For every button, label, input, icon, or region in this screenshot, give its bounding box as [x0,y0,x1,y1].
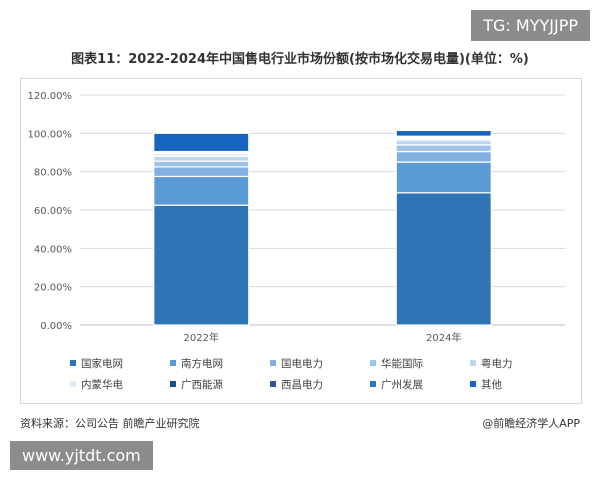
y-tick-label: 40.00% [34,244,72,255]
bar-segment [153,166,250,178]
x-tick-label: 2022年 [184,331,219,344]
legend-swatch [370,381,376,387]
bar-segment [153,175,250,206]
legend-label: 内蒙华电 [81,378,123,391]
legend-label: 国电电力 [281,357,323,370]
bar-segment [153,204,250,326]
legend-label: 广州发展 [381,378,423,391]
legend-label: 华能国际 [381,357,423,370]
legend-swatch [70,381,76,387]
y-tick-label: 120.00% [28,91,73,102]
y-tick-label: 80.00% [34,168,72,179]
watermark-bottom: www.yjtdt.com [10,441,153,470]
bar-segment [153,132,250,153]
bar-segment [395,192,492,326]
chart-title: 图表11：2022-2024年中国售电行业市场份额(按市场化交易电量)(单位：%… [71,52,529,67]
legend-swatch [270,381,276,387]
bar-segment [395,144,492,153]
legend-swatch [170,381,176,387]
legend-swatch [270,360,276,366]
legend-swatch [470,381,476,387]
legend-label: 其他 [481,378,502,391]
legend-label: 广西能源 [181,378,223,391]
bar-segment [153,155,250,162]
y-tick-label: 20.00% [34,283,72,294]
y-tick-label: 0.00% [40,321,72,332]
legend-label: 南方电网 [181,357,223,370]
legend-swatch [470,360,476,366]
y-tick-label: 60.00% [34,206,72,217]
legend-swatch [70,360,76,366]
credit-note: @前瞻经济学人APP [482,417,580,430]
x-tick-label: 2024年 [426,331,461,344]
source-note: 资料来源：公司公告 前瞻产业研究院 [20,417,200,430]
legend-label: 西昌电力 [281,378,323,391]
watermark-top: TG: MYYJJPP [471,10,590,41]
legend-swatch [170,360,176,366]
legend-label: 粤电力 [481,357,513,370]
legend-label: 国家电网 [81,357,123,370]
legend-swatch [370,360,376,366]
bar-segment [395,139,492,146]
y-tick-label: 100.00% [28,129,73,140]
bar-segment [395,150,492,163]
bar-segment [395,129,492,137]
bar-segment [395,161,492,194]
bar-segment [153,160,250,168]
